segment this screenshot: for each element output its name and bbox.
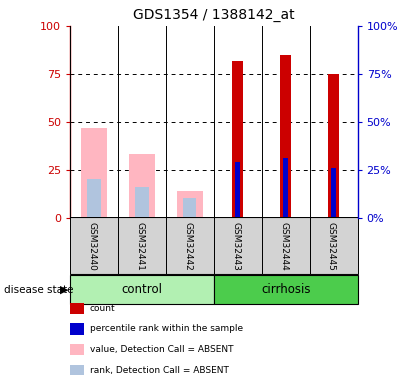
Text: value, Detection Call = ABSENT: value, Detection Call = ABSENT [90, 345, 233, 354]
Text: cirrhosis: cirrhosis [261, 282, 310, 296]
Bar [283, 158, 288, 218]
Text: disease state: disease state [4, 285, 74, 295]
Title: GDS1354 / 1388142_at: GDS1354 / 1388142_at [133, 9, 295, 22]
Bar [135, 187, 148, 218]
Bar [166, 217, 214, 274]
Bar [328, 74, 339, 217]
Text: GSM32440: GSM32440 [87, 222, 96, 271]
Bar [70, 217, 118, 274]
Text: count: count [90, 304, 115, 313]
Bar [280, 55, 291, 217]
Text: GSM32441: GSM32441 [135, 222, 144, 271]
Bar [81, 128, 107, 218]
Bar [214, 217, 262, 274]
Text: ▶: ▶ [60, 285, 68, 295]
Text: GSM32445: GSM32445 [327, 222, 336, 271]
Text: rank, Detection Call = ABSENT: rank, Detection Call = ABSENT [90, 366, 229, 375]
Bar [214, 275, 358, 304]
Text: control: control [121, 282, 162, 296]
Bar [183, 198, 196, 217]
Bar [262, 217, 309, 274]
Bar [118, 217, 166, 274]
Bar [235, 162, 240, 218]
Text: GSM32443: GSM32443 [231, 222, 240, 271]
Bar [233, 61, 243, 217]
Bar [129, 154, 155, 218]
Bar [87, 179, 101, 218]
Text: percentile rank within the sample: percentile rank within the sample [90, 324, 243, 333]
Text: GSM32444: GSM32444 [279, 222, 288, 271]
Bar [177, 191, 203, 217]
Bar [309, 217, 358, 274]
Text: GSM32442: GSM32442 [183, 222, 192, 271]
Bar [70, 275, 214, 304]
Bar [331, 168, 336, 217]
